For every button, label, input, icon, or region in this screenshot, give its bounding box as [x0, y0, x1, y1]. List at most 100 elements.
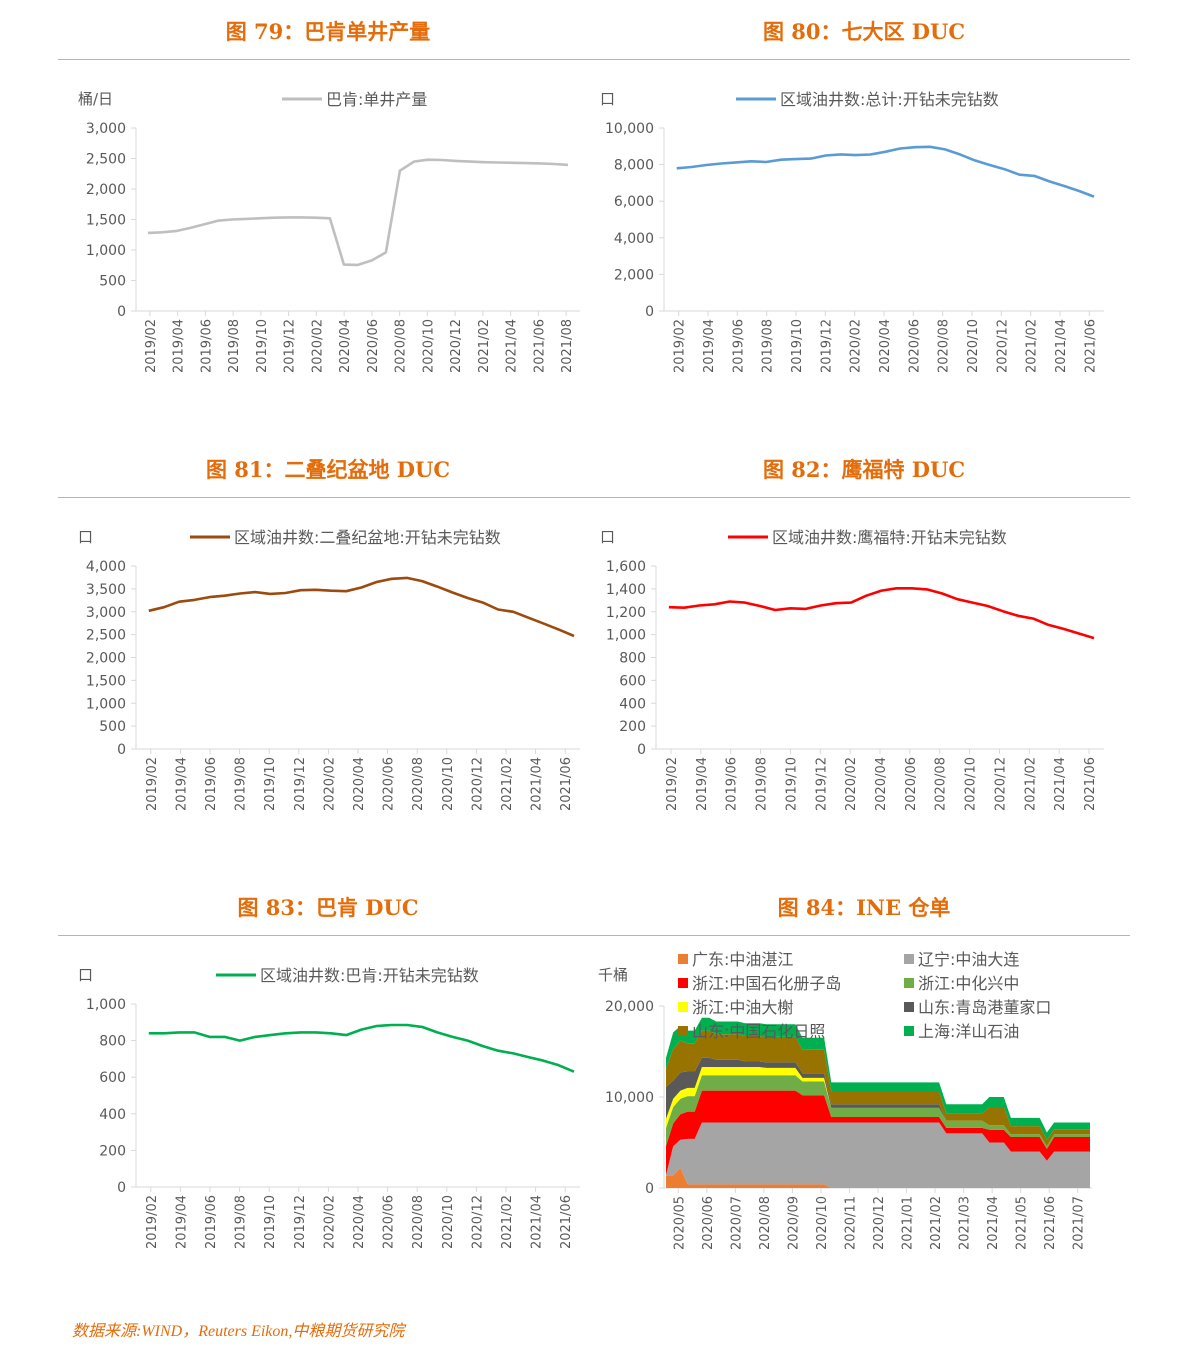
x-tick-label: 2019/10 [784, 757, 799, 811]
x-tick-label: 2019/10 [263, 757, 278, 811]
x-tick-label: 2021/04 [1054, 319, 1069, 373]
x-tick-label: 2020/10 [441, 1195, 456, 1249]
x-tick-label: 2019/12 [814, 757, 829, 811]
x-tick-label: 2020/10 [421, 319, 436, 373]
legend-label: 山东:中国石化日照 [692, 1022, 825, 1041]
x-tick-label: 2019/04 [172, 319, 187, 373]
y-tick-label: 1,400 [606, 582, 646, 598]
x-tick-label: 2019/12 [283, 319, 298, 373]
unit-label: 口 [600, 528, 615, 546]
series-line [668, 587, 1095, 640]
x-tick-label: 2019/02 [145, 1195, 160, 1249]
y-tick-label: 500 [99, 274, 126, 290]
unit-label: 口 [78, 528, 93, 546]
chart-bakken-single-well-output: 桶/日 0 500 1,000 1,500 2,000 2,500 3,000 2019/02 2… [78, 90, 580, 373]
y-tick-label: 3,000 [86, 121, 126, 137]
x-tick-label: 2021/04 [1053, 757, 1068, 811]
x-tick-label: 2019/10 [790, 319, 805, 373]
x-tick-label: 2020/12 [470, 1195, 485, 1249]
y-tick-label: 1,500 [86, 673, 126, 689]
y-tick-label: 0 [117, 1180, 126, 1196]
x-tick-label: 2020/04 [878, 319, 893, 373]
x-tick-label: 2020/08 [934, 757, 949, 811]
y-tick-label: 400 [619, 696, 646, 712]
y-tick-label: 3,500 [86, 582, 126, 598]
series-area [666, 1168, 1090, 1188]
y-tick-label: 20,000 [605, 999, 654, 1015]
x-tick-label: 2019/08 [234, 1195, 249, 1249]
x-tick-label: 2020/02 [849, 319, 864, 373]
legend-label: 巴肯:单井产量 [326, 90, 427, 109]
series-area [666, 1030, 1090, 1147]
y-tick-label: 2,500 [86, 152, 126, 168]
y-tick-label: 2,000 [86, 182, 126, 198]
figure-title: 图 81：二叠纪盆地 DUC [205, 457, 451, 482]
x-tick-label: 2021/06 [1083, 319, 1098, 373]
chart-permian-duc: 口 0 500 1,000 1,500 2,000 2,500 3,000 3,500 4,000… [78, 528, 580, 811]
figure-title: 图 80：七大区 DUC [762, 19, 966, 44]
x-tick-label: 2021/06 [559, 1195, 574, 1249]
x-tick-label: 2021/02 [1023, 757, 1038, 811]
legend-label: 山东:青岛港董家口 [918, 998, 1051, 1017]
legend-label: 区域油井数:总计:开钻未完钻数 [780, 90, 999, 109]
y-tick-label: 1,000 [86, 243, 126, 259]
x-tick-label: 2021/02 [929, 1196, 944, 1250]
x-tick-label: 2020/05 [672, 1196, 687, 1250]
y-tick-label: 0 [637, 742, 646, 758]
x-tick-label: 2020/04 [352, 1195, 367, 1249]
chart-bakken-duc: 口 0 200 400 600 800 1,000 2019/02 2019/04 2019/06… [78, 966, 580, 1249]
x-tick-label: 2020/06 [382, 1195, 397, 1249]
x-tick-label: 2021/02 [477, 319, 492, 373]
x-tick-label: 2020/08 [411, 1195, 426, 1249]
x-tick-label: 2019/06 [199, 319, 214, 373]
y-tick-label: 600 [99, 1070, 126, 1086]
x-tick-label: 2020/12 [872, 1196, 887, 1250]
x-tick-label: 2019/06 [731, 319, 746, 373]
figure-title: 图 83：巴肯 DUC [237, 895, 419, 920]
figure-title: 图 82：鹰福特 DUC [762, 457, 966, 482]
x-tick-label: 2021/06 [559, 757, 574, 811]
x-tick-label: 2021/06 [1043, 1196, 1058, 1250]
y-tick-label: 2,500 [86, 628, 126, 644]
legend-label: 广东:中油湛江 [692, 950, 793, 969]
divider [58, 59, 1130, 60]
y-tick-label: 4,000 [614, 231, 654, 247]
series-line [148, 576, 575, 638]
y-tick-label: 0 [117, 742, 126, 758]
x-tick-label: 2021/04 [530, 1195, 545, 1249]
x-tick-label: 2021/08 [560, 319, 575, 373]
legend-swatch [904, 1002, 914, 1012]
x-tick-label: 2020/02 [844, 757, 859, 811]
figure-title: 图 84：INE 仓单 [777, 895, 951, 920]
legend-label: 区域油井数:二叠纪盆地:开钻未完钻数 [234, 528, 501, 547]
x-tick-label: 2019/08 [234, 757, 249, 811]
x-tick-label: 2021/02 [500, 1195, 515, 1249]
x-tick-label: 2020/02 [322, 1195, 337, 1249]
x-tick-label: 2019/12 [293, 757, 308, 811]
legend-swatch [904, 978, 914, 988]
series-area [666, 1067, 1090, 1147]
unit-label: 口 [78, 966, 93, 984]
chart-seven-regions-duc: 口 0 2,000 4,000 6,000 8,000 10,000 2019/02 2019/… [600, 90, 1104, 373]
unit-label: 千桶 [598, 966, 628, 984]
x-tick-label: 2019/10 [255, 319, 270, 373]
legend-swatch [678, 954, 688, 964]
y-tick-label: 0 [645, 1181, 654, 1197]
legend-label: 浙江:中化兴中 [918, 974, 1019, 993]
x-tick-label: 2019/08 [755, 757, 770, 811]
y-tick-label: 1,600 [606, 559, 646, 575]
x-tick-label: 2020/08 [937, 319, 952, 373]
x-tick-label: 2019/04 [174, 757, 189, 811]
chart-eagle-ford-duc: 口 0 200 400 600 800 1,000 1,200 1,400 1,600 2019/0… [600, 528, 1104, 811]
chart-ine-warehouse-receipts: 千桶 0 10,000 20,000 2020/05 2020/06 2020/07 2020… [598, 950, 1092, 1250]
x-tick-label: 2021/03 [958, 1196, 973, 1250]
x-tick-label: 2020/10 [964, 757, 979, 811]
legend-swatch [904, 1026, 914, 1036]
x-tick-label: 2020/10 [966, 319, 981, 373]
legend-label: 上海:洋山石油 [918, 1022, 1019, 1041]
legend-swatch [678, 1002, 688, 1012]
series-line [148, 1023, 575, 1073]
x-tick-label: 2020/02 [310, 319, 325, 373]
x-tick-label: 2019/08 [761, 319, 776, 373]
divider [58, 497, 1130, 498]
